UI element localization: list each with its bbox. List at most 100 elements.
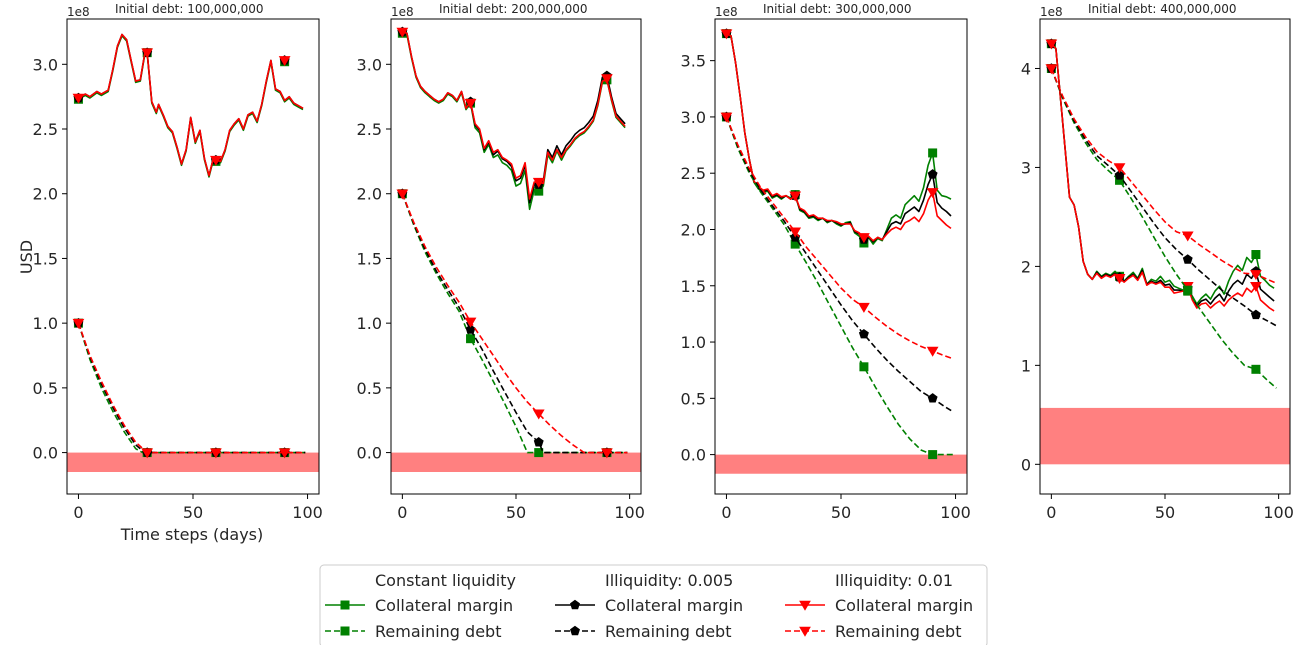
series-line-1 xyxy=(78,34,304,178)
scale-label: 1e8 xyxy=(67,5,90,19)
x-tick-label: 100 xyxy=(940,503,971,522)
legend-label: Remaining debt xyxy=(605,622,731,641)
y-tick-label: 1 xyxy=(1021,356,1031,375)
y-tick-label: 1.5 xyxy=(357,249,382,268)
legend-header: Constant liquidity xyxy=(375,571,516,590)
series-6-marker xyxy=(141,448,154,459)
series-3-marker xyxy=(141,48,154,59)
y-axis-title: USD xyxy=(17,240,36,274)
y-tick-label: 1.0 xyxy=(357,314,382,333)
series-4-marker xyxy=(534,448,544,458)
y-tick-label: 0.5 xyxy=(357,379,382,398)
series-5-marker xyxy=(858,328,869,339)
legend-label: Collateral margin xyxy=(835,596,973,615)
y-tick-label: 3.0 xyxy=(33,55,58,74)
y-tick-label: 3 xyxy=(1021,158,1031,177)
y-tick-label: 0 xyxy=(1021,455,1031,474)
scale-label: 1e8 xyxy=(1040,5,1063,19)
x-tick-label: 0 xyxy=(721,503,731,522)
series-6-marker xyxy=(601,448,613,459)
series-line-2 xyxy=(726,32,952,243)
y-tick-label: 1.5 xyxy=(681,277,706,296)
liquidation-band xyxy=(391,452,641,472)
liquidation-band xyxy=(715,454,967,474)
series-6-marker xyxy=(1045,64,1058,75)
series-3-marker xyxy=(278,56,291,67)
x-tick-label: 100 xyxy=(614,503,645,522)
y-tick-label: 2.5 xyxy=(357,120,382,139)
y-tick-label: 2.0 xyxy=(33,185,58,204)
legend-swatch-marker xyxy=(570,599,580,610)
series-6-marker xyxy=(210,448,222,459)
panel-title: Initial debt: 200,000,000 xyxy=(439,2,588,16)
series-5-marker xyxy=(1114,170,1125,180)
scale-label: 1e8 xyxy=(715,5,738,19)
x-tick-label: 50 xyxy=(1155,503,1175,522)
series-line-4 xyxy=(401,193,628,454)
x-tick-label: 0 xyxy=(397,503,407,522)
x-tick-label: 100 xyxy=(1263,503,1294,522)
y-tick-label: 2.5 xyxy=(33,120,58,139)
series-line-3 xyxy=(1050,43,1275,312)
panel-title: Initial debt: 300,000,000 xyxy=(763,2,912,16)
series-3-marker xyxy=(72,93,85,104)
y-tick-label: 3.0 xyxy=(357,55,382,74)
x-tick-label: 0 xyxy=(73,503,83,522)
y-tick-label: 3.5 xyxy=(681,52,706,71)
series-2-marker xyxy=(927,169,938,179)
series-line-5 xyxy=(401,193,628,454)
panel-title: Initial debt: 100,000,000 xyxy=(115,2,264,16)
series-line-6 xyxy=(1050,68,1277,284)
series-3-marker xyxy=(210,155,222,166)
series-6-marker xyxy=(1250,270,1262,281)
series-5-marker xyxy=(1250,309,1261,320)
series-3-marker xyxy=(1045,39,1058,50)
y-tick-label: 2.0 xyxy=(681,220,706,239)
x-tick-label: 0 xyxy=(1046,503,1056,522)
series-6-marker xyxy=(720,112,733,123)
legend-swatch-marker xyxy=(340,626,350,636)
series-3-marker xyxy=(532,177,545,188)
legend-frame xyxy=(319,564,988,645)
series-3-marker xyxy=(396,27,409,38)
series-line-6 xyxy=(725,116,954,360)
y-tick-label: 1.5 xyxy=(33,249,58,268)
legend-header: Illiquidity: 0.005 xyxy=(605,571,733,590)
legend-swatch-marker xyxy=(799,600,811,611)
series-line-2 xyxy=(78,33,304,177)
series-5-marker xyxy=(533,436,544,447)
y-tick-label: 2.5 xyxy=(681,164,706,183)
panel-3: 0 50 100 0.0 0.5 1.0 1.5 2.0 2.5 3.0 3.5 1e8 Initial… xyxy=(681,2,971,522)
series-3-marker xyxy=(1113,274,1126,285)
series-line-3 xyxy=(726,32,952,242)
series-line-6 xyxy=(77,322,306,454)
series-line-4 xyxy=(77,322,306,454)
series-6-marker xyxy=(1113,163,1126,174)
series-line-4 xyxy=(725,116,954,456)
legend-header: Illiquidity: 0.01 xyxy=(835,571,953,590)
x-tick-label: 50 xyxy=(506,503,526,522)
series-line-6 xyxy=(401,193,628,454)
series-6-marker xyxy=(396,189,409,200)
series-line-3 xyxy=(78,33,304,177)
series-5-marker xyxy=(927,393,938,403)
panel-title: Initial debt: 400,000,000 xyxy=(1088,2,1237,16)
series-6-marker xyxy=(464,317,477,328)
series-4-marker xyxy=(859,362,869,372)
panel-2: 0 50 100 0.0 0.5 1.0 1.5 2.0 2.5 3.0 1e8 Initial de… xyxy=(357,2,645,522)
y-tick-label: 2.0 xyxy=(357,185,382,204)
panel-4: 0 50 100 0 1 2 3 4 1e8 Initial debt: 400,000,000 xyxy=(1021,2,1294,522)
series-3-marker xyxy=(789,191,802,202)
y-tick-label: 0.0 xyxy=(33,444,58,463)
y-tick-label: 2 xyxy=(1021,257,1031,276)
series-5-marker xyxy=(465,324,476,334)
series-6-marker xyxy=(1181,231,1194,242)
series-line-5 xyxy=(725,116,954,413)
series-line-5 xyxy=(77,322,306,454)
y-tick-label: 0.5 xyxy=(681,389,706,408)
series-line-1 xyxy=(726,32,952,245)
series-3-marker xyxy=(926,188,939,199)
plot-frame xyxy=(714,18,968,495)
